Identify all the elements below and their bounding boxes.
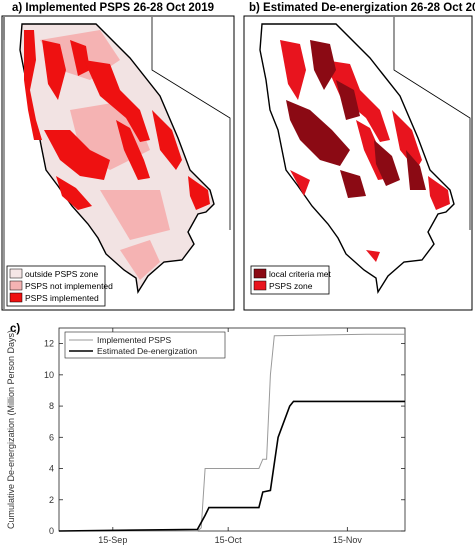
- y-tick-label: 4: [49, 464, 54, 474]
- map-a-legend-label-1: outside PSPS zone: [25, 269, 99, 279]
- legend-label-1: Implemented PSPS: [97, 335, 172, 345]
- y-tick-label: 10: [44, 370, 54, 380]
- y-tick-label: 8: [49, 401, 54, 411]
- panel-a-title: a) Implemented PSPS 26-28 Oct 2019: [12, 2, 214, 14]
- map-b-state-boundary: [393, 17, 471, 230]
- map-panel-a: outside PSPS zone PSPS not implemented P…: [1, 15, 235, 311]
- y-tick-label: 6: [49, 432, 54, 442]
- map-a-legend-swatch-2: [9, 280, 23, 291]
- map-a-legend-swatch-1: [9, 268, 23, 279]
- map-panel-b: local criteria met PSPS zone: [243, 15, 473, 311]
- panel-c-label: c): [10, 323, 21, 335]
- map-b-territory: [259, 23, 455, 294]
- map-b-legend-label-1: local criteria met: [269, 269, 332, 279]
- legend-label-2: Estimated De-energization: [97, 346, 197, 356]
- map-a-legend-label-3: PSPS implemented: [25, 293, 99, 303]
- x-tick-label: 15-Nov: [333, 535, 363, 545]
- map-a-legend-box: [6, 265, 106, 307]
- y-axis-label: Cumulative De-energization (Million Pers…: [6, 330, 16, 529]
- map-b-legend-swatch-2: [253, 280, 267, 291]
- line-chart: Cumulative De-energization (Million Pers…: [6, 327, 406, 545]
- panel-b-title: b) Estimated De-energization 26-28 Oct 2…: [249, 2, 475, 14]
- legend-box: [64, 331, 226, 359]
- series-line-2: [58, 400, 405, 532]
- x-tick-label: 15-Oct: [215, 535, 243, 545]
- map-b-legend-swatch-1: [253, 268, 267, 279]
- map-a-legend-swatch-3: [9, 292, 23, 303]
- y-tick-label: 0: [49, 526, 54, 536]
- map-a-implemented: [24, 30, 210, 210]
- map-b-legend-label-2: PSPS zone: [269, 281, 313, 291]
- y-tick-label: 2: [49, 495, 54, 505]
- plot-frame: [58, 327, 406, 532]
- map-a-state-boundary: [3, 17, 231, 309]
- series-line-1: [59, 333, 405, 532]
- y-tick-label: 12: [44, 339, 54, 349]
- map-a-legend-label-2: PSPS not implemented: [25, 281, 113, 291]
- x-tick-label: 15-Sep: [98, 535, 127, 545]
- map-b-local-criteria: [286, 40, 426, 198]
